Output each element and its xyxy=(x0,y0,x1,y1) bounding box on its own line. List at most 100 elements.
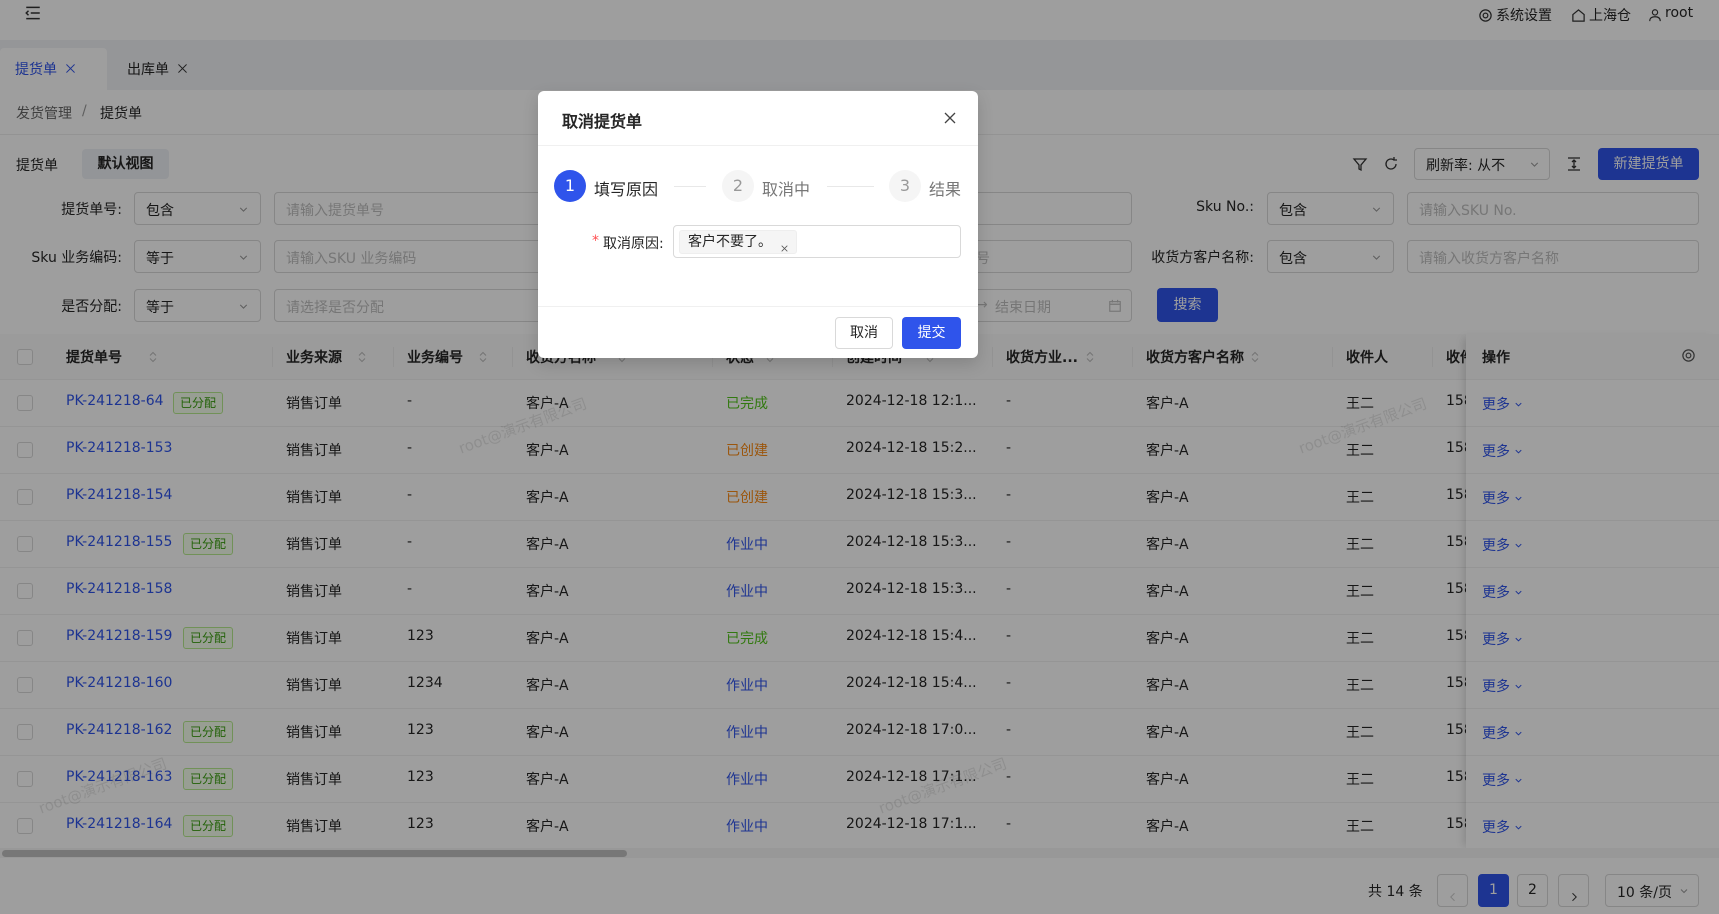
more-link[interactable]: 更多 xyxy=(1482,773,1510,789)
checkbox[interactable] xyxy=(17,442,33,458)
more-arrow[interactable] xyxy=(1513,492,1524,503)
checkbox[interactable] xyxy=(17,349,33,365)
refresh-icon[interactable] xyxy=(1383,156,1399,172)
filter-icon[interactable] xyxy=(1352,156,1368,172)
view-button[interactable]: 默认视图 xyxy=(82,149,169,179)
filter-input[interactable]: 请选择是否分配 xyxy=(274,289,574,322)
cancel-button[interactable]: 取消 xyxy=(835,317,893,349)
settings-link[interactable]: 系统设置 xyxy=(1496,8,1552,24)
prev-page xyxy=(1437,874,1468,907)
more-link[interactable]: 更多 xyxy=(1482,679,1510,695)
step-label: 填写原因 xyxy=(594,180,659,199)
filter-input[interactable]: 请输入收货方客户名称 xyxy=(1407,240,1699,273)
filter-operator[interactable]: 包含 xyxy=(1267,240,1394,273)
order-link[interactable]: PK-241218-159 xyxy=(66,628,173,644)
more-link[interactable]: 更多 xyxy=(1482,726,1510,742)
more-arrow[interactable] xyxy=(1513,774,1524,785)
tab[interactable]: 出库单 xyxy=(112,48,219,90)
submit-button[interactable]: 提交 xyxy=(902,317,961,349)
more-arrow[interactable] xyxy=(1513,586,1524,597)
order-link[interactable]: PK-241218-158 xyxy=(66,581,173,597)
more-link[interactable]: 更多 xyxy=(1482,538,1510,554)
table-row xyxy=(0,521,1719,568)
new-button[interactable]: 新建提货单 xyxy=(1598,148,1699,180)
order-link[interactable]: PK-241218-154 xyxy=(66,487,173,503)
search-button[interactable]: 搜索 xyxy=(1157,288,1218,322)
cell: 作业中 xyxy=(726,772,768,788)
more-arrow[interactable] xyxy=(1513,633,1524,644)
more-link[interactable]: 更多 xyxy=(1482,632,1510,648)
date-arrow: → xyxy=(976,297,988,313)
checkbox[interactable] xyxy=(17,489,33,505)
more-arrow[interactable] xyxy=(1513,680,1524,691)
cell: 已创建 xyxy=(726,490,768,506)
more-link[interactable]: 更多 xyxy=(1482,444,1510,460)
filter-operator[interactable]: 包含 xyxy=(134,192,261,225)
footer-divider xyxy=(538,306,978,307)
modal-close[interactable] xyxy=(942,110,958,126)
checkbox[interactable] xyxy=(17,724,33,740)
page-size[interactable]: 10 条/页 xyxy=(1605,874,1699,907)
more-arrow[interactable] xyxy=(1513,398,1524,409)
order-link[interactable]: PK-241218-155 xyxy=(66,534,173,550)
action-row xyxy=(1466,520,1719,521)
page-number[interactable]: 1 xyxy=(1478,874,1509,907)
order-link[interactable]: PK-241218-153 xyxy=(66,440,173,456)
filter-input[interactable]: 请输入SKU 业务编码 xyxy=(274,240,574,273)
warehouse-link[interactable]: 上海仓 xyxy=(1589,8,1631,24)
page-number[interactable]: 2 xyxy=(1517,874,1548,907)
checkbox[interactable] xyxy=(17,583,33,599)
checkbox[interactable] xyxy=(17,395,33,411)
reason-input[interactable]: 客户不要了。 xyxy=(673,225,961,258)
order-link[interactable]: PK-241218-163 xyxy=(66,769,173,785)
tag-remove[interactable] xyxy=(780,238,789,252)
more-arrow[interactable] xyxy=(1513,445,1524,456)
more-link[interactable]: 更多 xyxy=(1482,820,1510,836)
breadcrumb-item[interactable]: 发货管理 xyxy=(16,106,72,122)
more-arrow[interactable] xyxy=(1513,821,1524,832)
more-arrow[interactable] xyxy=(1513,727,1524,738)
refresh-select[interactable]: 刷新率: 从不 xyxy=(1414,148,1550,180)
cell: - xyxy=(1006,675,1012,691)
order-link[interactable]: PK-241218-162 xyxy=(66,722,173,738)
user-link[interactable]: root xyxy=(1665,5,1694,21)
filter-operator[interactable]: 包含 xyxy=(1267,192,1394,225)
tab-close[interactable] xyxy=(176,62,189,75)
order-link[interactable]: PK-241218-64 xyxy=(66,393,164,409)
sort-icon[interactable] xyxy=(1249,350,1261,364)
checkbox[interactable] xyxy=(17,536,33,552)
cell: - xyxy=(407,534,413,550)
column-height-icon[interactable] xyxy=(1566,156,1582,172)
cell: 销售订单 xyxy=(286,772,342,788)
tab-close[interactable] xyxy=(64,62,77,75)
table-row xyxy=(0,568,1719,615)
checkbox[interactable] xyxy=(17,771,33,787)
filter-operator[interactable]: 等于 xyxy=(134,289,261,322)
checkbox[interactable] xyxy=(17,630,33,646)
order-link[interactable]: PK-241218-160 xyxy=(66,675,173,691)
table-settings[interactable] xyxy=(1681,348,1696,363)
more-link[interactable]: 更多 xyxy=(1482,585,1510,601)
more-link[interactable]: 更多 xyxy=(1482,491,1510,507)
sort-icon[interactable] xyxy=(356,350,368,364)
action-row xyxy=(1466,614,1719,615)
cell: 客户-A xyxy=(526,396,569,412)
sort-icon[interactable] xyxy=(477,350,489,364)
more-link[interactable]: 更多 xyxy=(1482,397,1510,413)
scrollbar-thumb[interactable] xyxy=(2,850,627,857)
checkbox[interactable] xyxy=(17,677,33,693)
menu-toggle[interactable] xyxy=(24,4,42,22)
order-link[interactable]: PK-241218-164 xyxy=(66,816,173,832)
tab-label: 出库单 xyxy=(127,62,169,78)
cell: 王二 xyxy=(1346,631,1374,647)
filter-input[interactable]: 请输入SKU No. xyxy=(1407,192,1699,225)
sort-icon[interactable] xyxy=(1084,350,1096,364)
more-arrow[interactable] xyxy=(1513,539,1524,550)
field-label: 取消原因: xyxy=(603,236,664,252)
cell: - xyxy=(1006,393,1012,409)
filter-operator[interactable]: 等于 xyxy=(134,240,261,273)
sort-icon[interactable] xyxy=(147,350,159,364)
checkbox[interactable] xyxy=(17,818,33,834)
next-page[interactable] xyxy=(1558,874,1589,907)
tab[interactable]: 提货单 xyxy=(0,48,107,90)
